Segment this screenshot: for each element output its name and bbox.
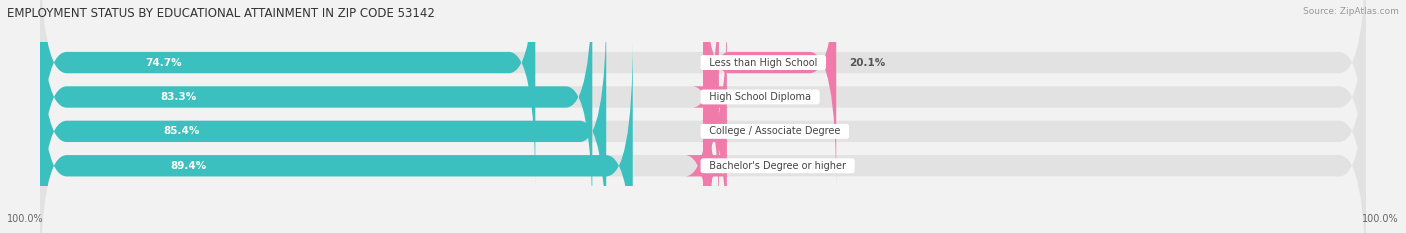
FancyBboxPatch shape — [41, 0, 1365, 189]
Text: College / Associate Degree: College / Associate Degree — [703, 126, 846, 136]
Text: 20.1%: 20.1% — [849, 58, 886, 68]
Text: EMPLOYMENT STATUS BY EDUCATIONAL ATTAINMENT IN ZIP CODE 53142: EMPLOYMENT STATUS BY EDUCATIONAL ATTAINM… — [7, 7, 434, 20]
FancyBboxPatch shape — [41, 39, 633, 233]
Text: 74.7%: 74.7% — [146, 58, 183, 68]
FancyBboxPatch shape — [41, 0, 1365, 224]
Text: 1.3%: 1.3% — [725, 161, 754, 171]
FancyBboxPatch shape — [692, 0, 730, 224]
Text: Bachelor's Degree or higher: Bachelor's Degree or higher — [703, 161, 852, 171]
Text: 3.6%: 3.6% — [740, 126, 769, 136]
Text: 100.0%: 100.0% — [1362, 214, 1399, 224]
Text: 100.0%: 100.0% — [7, 214, 44, 224]
FancyBboxPatch shape — [41, 4, 1365, 233]
Text: Source: ZipAtlas.com: Source: ZipAtlas.com — [1303, 7, 1399, 16]
Text: Less than High School: Less than High School — [703, 58, 824, 68]
FancyBboxPatch shape — [41, 4, 606, 233]
Text: 83.3%: 83.3% — [160, 92, 197, 102]
FancyBboxPatch shape — [41, 39, 1365, 233]
FancyBboxPatch shape — [41, 0, 592, 224]
FancyBboxPatch shape — [41, 0, 536, 189]
FancyBboxPatch shape — [700, 4, 730, 233]
Text: 2.4%: 2.4% — [733, 92, 761, 102]
Text: High School Diploma: High School Diploma — [703, 92, 817, 102]
Text: 85.4%: 85.4% — [163, 126, 200, 136]
FancyBboxPatch shape — [685, 39, 730, 233]
FancyBboxPatch shape — [703, 0, 837, 189]
Text: 89.4%: 89.4% — [170, 161, 207, 171]
